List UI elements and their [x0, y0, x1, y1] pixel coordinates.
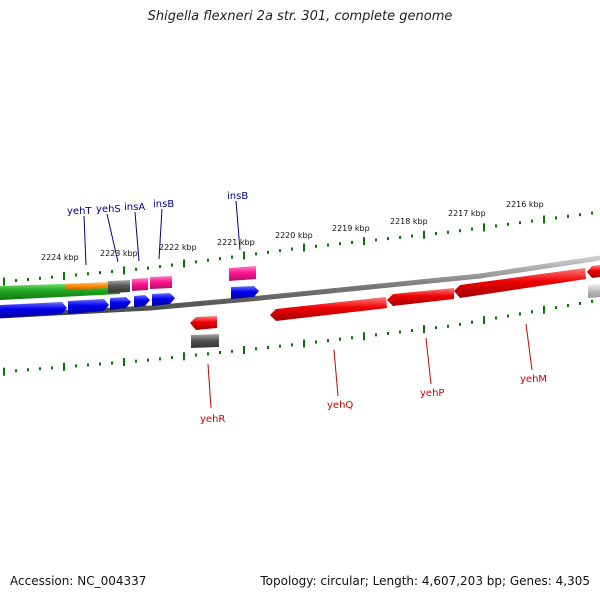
- tick-label-2218: 2218 kbp: [390, 217, 428, 226]
- ins-b-block-2: [229, 266, 256, 281]
- scale-ruler: 2224 kbp 2223 kbp 2222 kbp 2221 kbp 2220…: [3, 200, 593, 376]
- cds-blue-4: [134, 295, 150, 307]
- gene-label-yehT: yehT: [67, 206, 92, 217]
- gene-label-yehR: yehR: [200, 414, 225, 425]
- gene-labels-top: yehT yehS insA insB insB: [67, 191, 248, 266]
- tick-label-2219: 2219 kbp: [332, 224, 370, 233]
- tick-label-2221: 2221 kbp: [217, 238, 255, 247]
- gene-label-insA: insA: [124, 202, 145, 213]
- tick-label-2224: 2224 kbp: [41, 253, 79, 262]
- cds-blue-5: [152, 293, 175, 306]
- insertion-elements[interactable]: [132, 266, 256, 291]
- reverse-cds-track[interactable]: [190, 265, 600, 330]
- gene-label-insB: insB: [153, 199, 174, 210]
- gene-label-yehS: yehS: [96, 204, 121, 215]
- gene-label-yehQ: yehQ: [327, 400, 353, 411]
- gene-label-yehP: yehP: [420, 388, 444, 399]
- gene-label-yehM: yehM: [520, 374, 547, 385]
- cds-blue-2: [68, 299, 109, 314]
- tick-label-2223: 2223 kbp: [100, 249, 138, 258]
- ins-a-block: [132, 278, 148, 291]
- tick-label-2220: 2220 kbp: [275, 231, 313, 240]
- ins-b-block: [150, 276, 172, 289]
- cds-blue-1: [0, 302, 67, 318]
- cds-red-yehR: [190, 316, 217, 330]
- cds-red-yehQ: [270, 297, 387, 321]
- tick-label-2216: 2216 kbp: [506, 200, 544, 209]
- gene-label-insB-2: insB: [227, 191, 248, 202]
- genome-backbone: [0, 255, 600, 319]
- forward-cds-track[interactable]: [0, 286, 259, 318]
- tick-label-2222: 2222 kbp: [159, 243, 197, 252]
- cds-red-yehM: [454, 268, 586, 298]
- tick-label-2217: 2217 kbp: [448, 209, 486, 218]
- genome-summary: Topology: circular; Length: 4,607,203 bp…: [260, 574, 590, 588]
- accession-label: Accession: NC_004337: [10, 574, 147, 588]
- misc-features: [191, 284, 600, 348]
- gene-track-left: [0, 280, 130, 300]
- genome-title: Shigella flexneri 2a str. 301, complete …: [147, 9, 453, 24]
- cds-red-edge: [587, 265, 600, 278]
- cds-red-yehP: [387, 288, 454, 306]
- gene-labels-bottom: yehR yehQ yehP yehM: [200, 323, 547, 425]
- cds-blue-6: [231, 286, 259, 299]
- cds-blue-3: [110, 297, 131, 310]
